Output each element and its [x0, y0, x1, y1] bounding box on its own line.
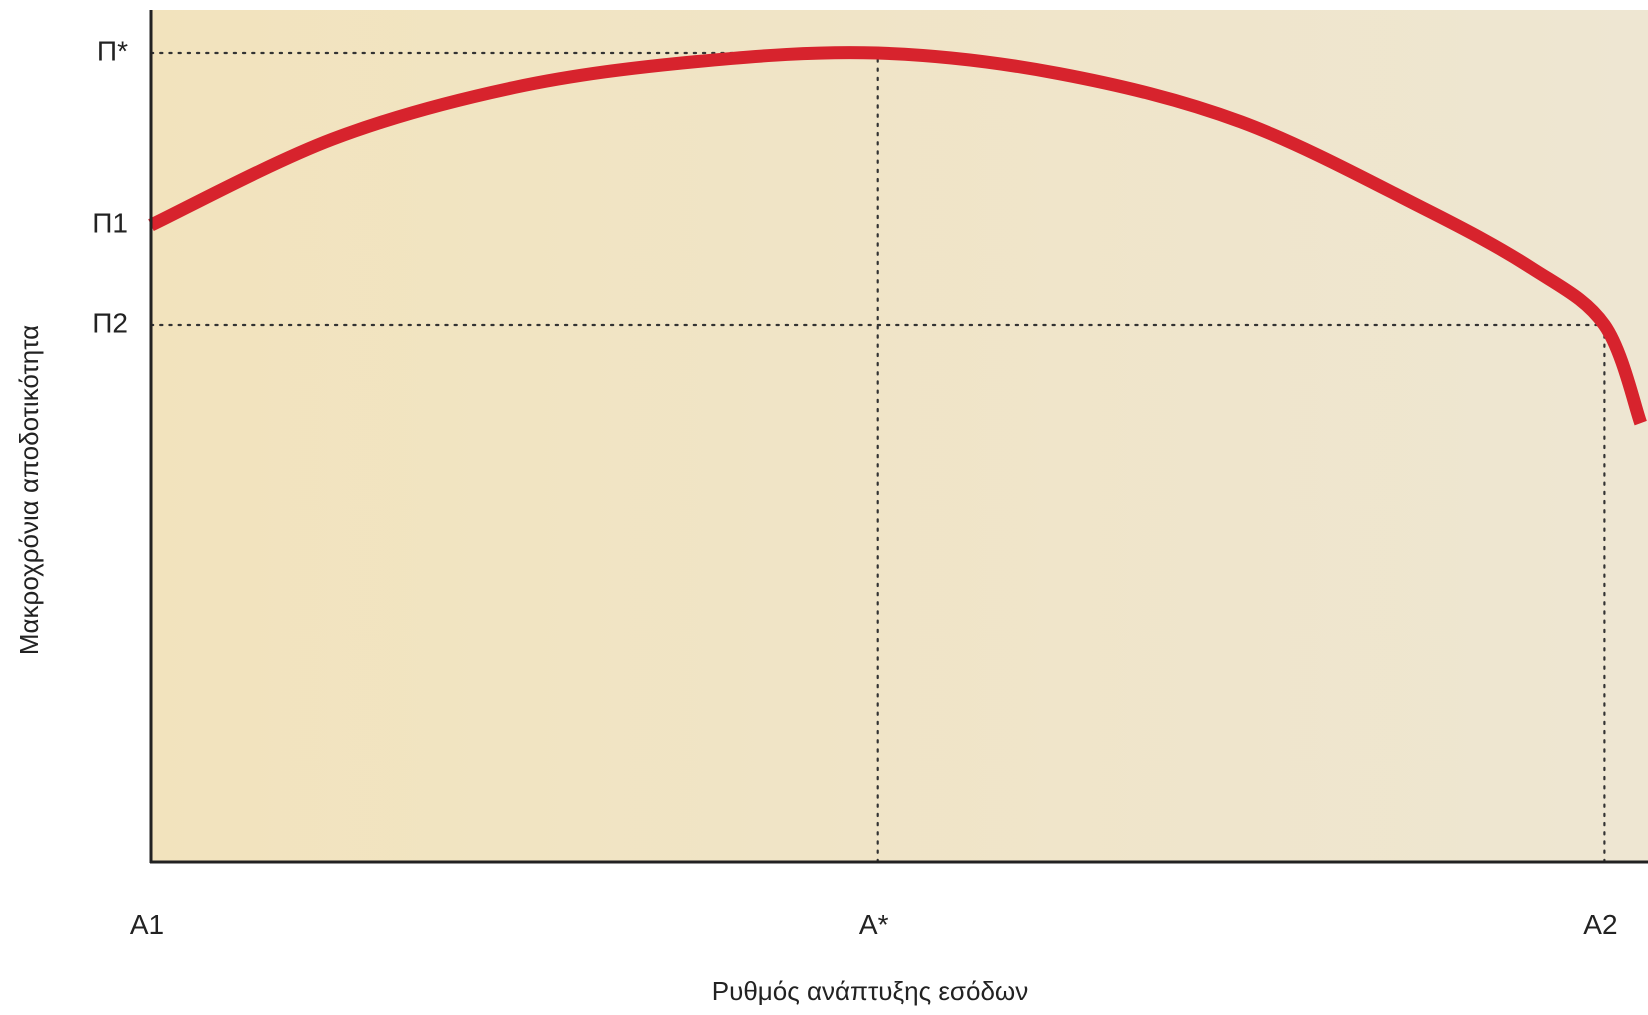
series-layer	[148, 46, 1647, 426]
y-tick-label: Π2	[92, 307, 128, 338]
y-tick-label: Π*	[97, 35, 128, 66]
y-axis-label: Μακροχρόνια αποδοτικότητα	[14, 325, 44, 655]
series-line	[148, 46, 1647, 426]
x-tick-label: A2	[1583, 909, 1617, 940]
y-tick-labels: Π* Π1 Π2	[92, 35, 128, 338]
x-tick-labels: A1 A* A2	[130, 909, 1618, 940]
x-axis-label: Ρυθμός ανάπτυξης εσόδων	[712, 976, 1028, 1006]
plot-background	[151, 10, 1648, 862]
x-tick-label: A1	[130, 909, 164, 940]
guide-lines	[149, 51, 1606, 864]
y-tick-label: Π1	[92, 208, 128, 239]
x-tick-label: A*	[859, 909, 889, 940]
